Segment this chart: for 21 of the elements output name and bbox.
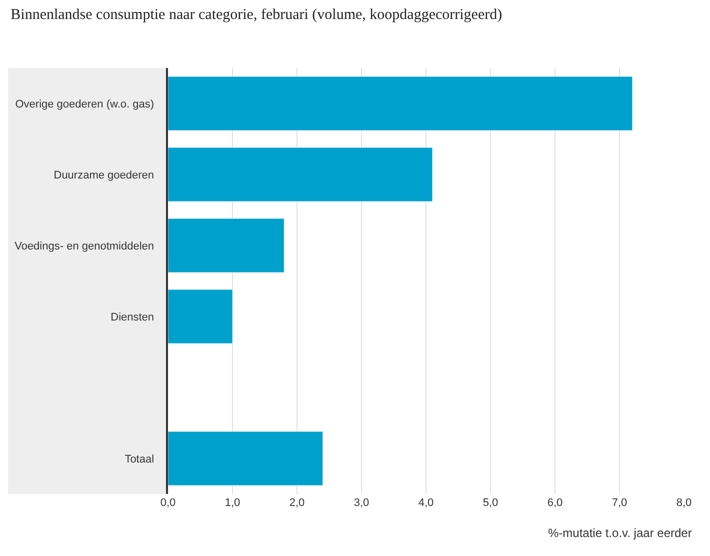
- x-tick-label: 4,0: [418, 497, 434, 509]
- x-tick-label: 0,0: [160, 497, 176, 509]
- y-tick-label: Voedings- en genotmiddelen: [14, 240, 154, 252]
- bar: [168, 76, 633, 131]
- bar: [168, 218, 284, 273]
- bar: [168, 147, 433, 202]
- x-tick-label: 1,0: [224, 497, 240, 509]
- x-axis-title: %-mutatie t.o.v. jaar eerder: [548, 526, 692, 540]
- x-tick-label: 3,0: [354, 497, 370, 509]
- y-tick-label: Overige goederen (w.o. gas): [15, 98, 154, 110]
- x-tick-label: 8,0: [676, 497, 692, 509]
- bar: [168, 431, 324, 486]
- y-tick-label: Duurzame goederen: [54, 169, 154, 182]
- x-tick-label: 6,0: [547, 497, 563, 509]
- x-tick-label: 7,0: [612, 497, 628, 509]
- y-tick-label: Diensten: [110, 311, 154, 324]
- x-tick-label: 2,0: [289, 497, 305, 509]
- x-tick-label: 5,0: [482, 497, 498, 509]
- chart-title: Binnenlandse consumptie naar categorie, februari (volume, koopdaggecorrigeerd): [10, 6, 502, 23]
- bar: [168, 289, 233, 344]
- y-tick-label: Totaal: [124, 453, 154, 466]
